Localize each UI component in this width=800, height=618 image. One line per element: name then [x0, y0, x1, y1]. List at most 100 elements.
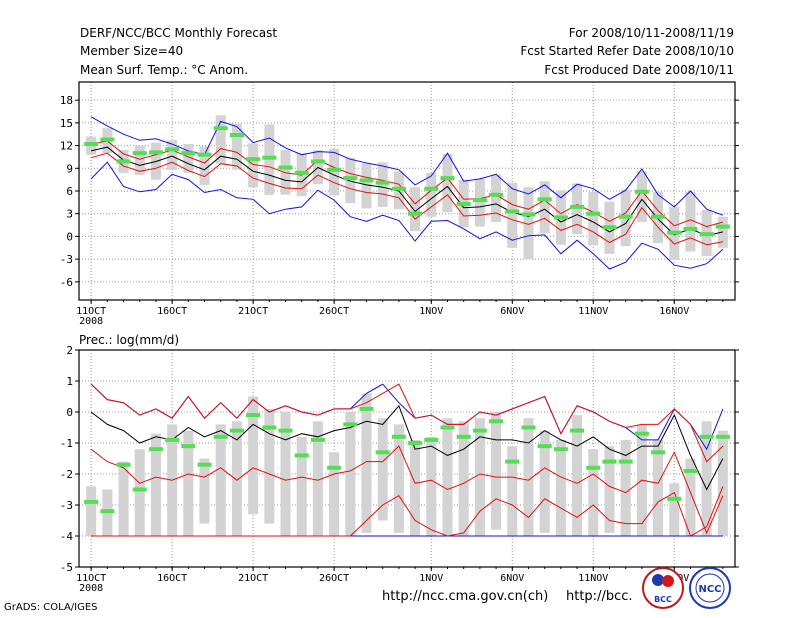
median-dash [359, 406, 374, 411]
member-box [410, 187, 421, 232]
member-box [215, 115, 226, 164]
produced-date: Fcst Produced Date 2008/10/11 [544, 63, 734, 77]
bcc-logo-text: BCC [654, 595, 672, 604]
member-box [86, 486, 97, 536]
bcc-url[interactable]: http://bcc. [566, 589, 633, 604]
x-tick-label: 26OCT [319, 573, 349, 584]
series-spread-upper [90, 383, 724, 463]
median-dash [634, 189, 649, 194]
member-box [280, 412, 291, 536]
x-year-label: 2008 [79, 316, 103, 327]
y-tick-label: -1 [60, 437, 73, 450]
member-box [620, 439, 631, 536]
member-box [426, 172, 437, 217]
median-dash [84, 142, 99, 147]
member-box [426, 436, 437, 536]
member-box [685, 191, 696, 252]
median-dash [634, 431, 649, 436]
median-dash [294, 453, 309, 458]
median-dash [278, 165, 293, 170]
median-dash [683, 226, 698, 231]
member-box [701, 421, 712, 536]
grads-credit: GrADS: COLA/IGES [4, 602, 98, 613]
series-lower-spread-min [91, 486, 724, 537]
x-tick-label: 21OCT [238, 306, 268, 317]
member-box [215, 424, 226, 536]
median-dash [375, 180, 390, 185]
member-box [410, 439, 421, 536]
median-dash [489, 419, 504, 424]
median-dash [667, 230, 682, 235]
median-dash [181, 444, 196, 449]
ncc-logo: NCC [689, 567, 731, 609]
median-dash [165, 147, 180, 152]
median-dash [100, 137, 115, 142]
member-box [604, 446, 615, 533]
forecast-period: For 2008/10/11-2008/11/19 [568, 26, 734, 40]
member-box [474, 418, 485, 536]
median-dash [602, 459, 617, 464]
x-tick-label: 16OCT [157, 573, 187, 584]
member-box [588, 449, 599, 536]
series-spread-upper [91, 140, 724, 228]
median-dash [359, 178, 374, 183]
median-dash [327, 167, 342, 172]
member-box [199, 146, 210, 185]
member-box [345, 157, 356, 204]
panel-prec: -5 -4 -3 -2 -1 0 1 2 11OCT 16OCT 21OCT 26OCT 1NOV 6NO… [60, 333, 739, 594]
median-dash [310, 437, 325, 442]
member-box [458, 421, 469, 536]
plot-frame [78, 349, 736, 568]
member-box [248, 396, 259, 515]
median-dash [375, 450, 390, 455]
member-box [361, 163, 372, 209]
median-dash [440, 425, 455, 430]
median-dash [310, 159, 325, 164]
member-box [248, 143, 259, 188]
ncc-url[interactable]: http://ncc.cma.gov.cn(ch) [382, 589, 549, 604]
y-tick-label: -4 [60, 530, 74, 543]
member-box [167, 140, 178, 170]
median-dash [651, 450, 666, 455]
y-tick-label: 0 [66, 406, 73, 419]
member-box [296, 436, 307, 536]
series-spread-lower [90, 445, 724, 535]
member-box [491, 412, 502, 530]
member-box [183, 144, 194, 173]
series-ensemble-mean [90, 404, 724, 491]
member-box [312, 421, 323, 536]
median-dash [651, 214, 666, 219]
median-dash [570, 204, 585, 209]
median-dash [391, 186, 406, 191]
median-dash [116, 462, 131, 467]
median-dash [197, 152, 212, 157]
member-box [539, 181, 550, 234]
member-box [507, 446, 518, 536]
x-tick-label: 16NOV [659, 306, 689, 317]
member-box [329, 148, 340, 196]
series-spread-lower [90, 152, 723, 246]
series-envelope-lower [90, 161, 724, 270]
median-dash [84, 499, 99, 504]
median-dash [132, 487, 147, 492]
bcc-logo: BCC [642, 567, 684, 609]
median-dash [408, 211, 423, 216]
median-dash [699, 232, 714, 237]
member-box [231, 123, 242, 170]
member-box [231, 421, 242, 536]
median-dash [424, 437, 439, 442]
y-tick-label: -6 [60, 276, 73, 289]
member-box [442, 153, 453, 213]
y-tick-label: -5 [60, 561, 73, 574]
median-dash [246, 413, 261, 418]
median-dash [715, 224, 730, 229]
member-box [474, 178, 485, 227]
median-dash [489, 192, 504, 197]
x-tick-label: 6NOV [500, 306, 524, 317]
start-date: Fcst Started Refer Date 2008/10/10 [520, 44, 734, 58]
member-box [264, 408, 275, 524]
median-dash [586, 211, 601, 216]
median-dash [391, 434, 406, 439]
panel-temp: -6 -3 0 3 6 9 12 15 18 11OCT 16OCT 21OCT 26OCT 1NOV 6N… [60, 81, 739, 327]
median-dash [456, 434, 471, 439]
